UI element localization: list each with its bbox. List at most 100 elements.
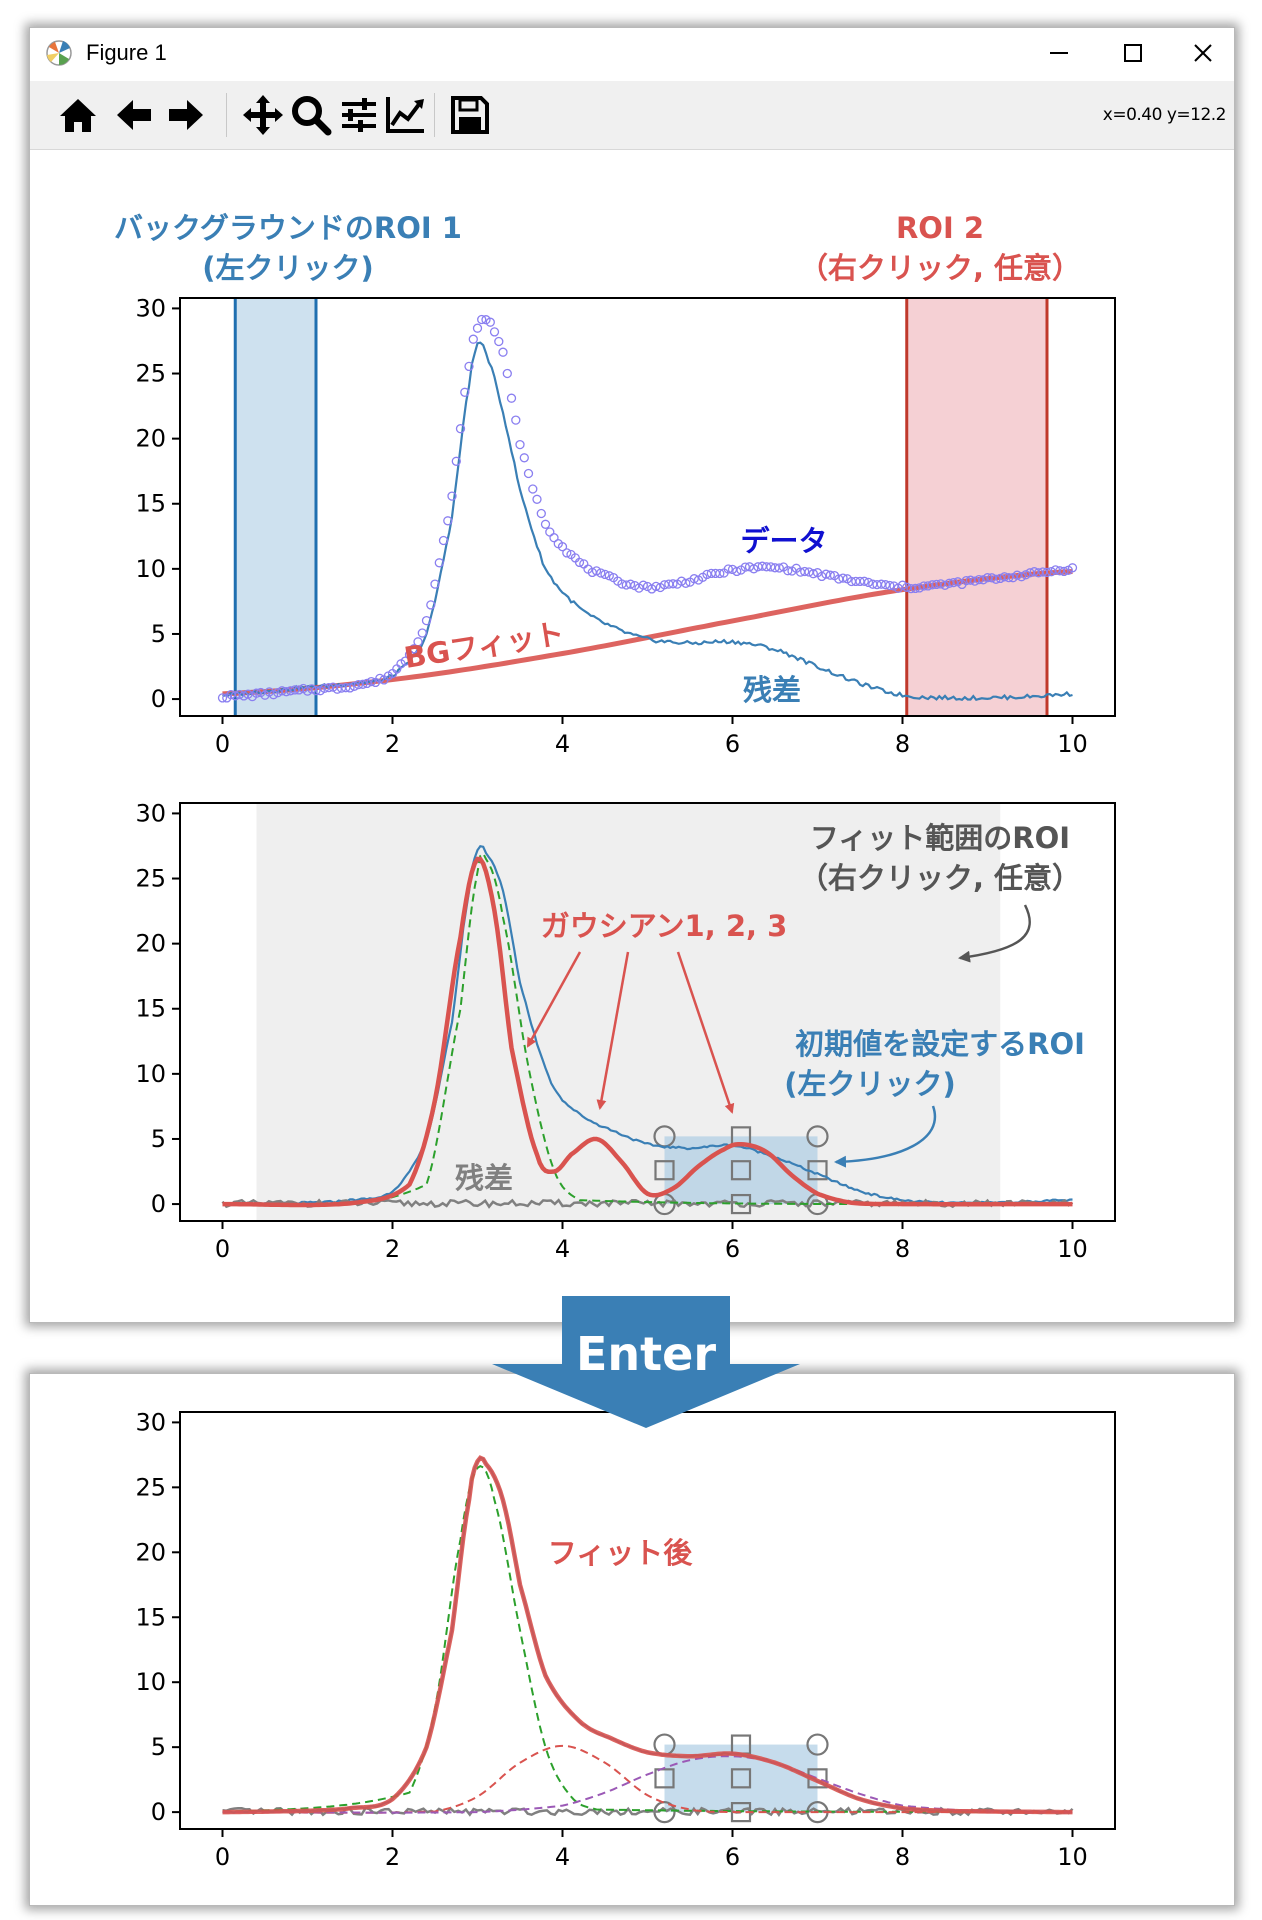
data-point (409, 644, 419, 654)
data-point (1016, 572, 1027, 582)
data-point (358, 679, 368, 689)
y-tick-label: 25 (135, 1473, 166, 1501)
data-point (668, 579, 678, 589)
residual-label: 残差 (743, 673, 801, 707)
data-point (681, 578, 691, 588)
data-point (451, 456, 461, 466)
back-button[interactable] (108, 89, 160, 141)
data-point (991, 574, 1001, 584)
axes-frame (179, 1411, 1116, 1830)
maximize-icon (1124, 44, 1142, 62)
data-point (421, 615, 432, 626)
figure-window-after-fit (29, 1373, 1235, 1906)
window-title: Figure 1 (86, 40, 167, 65)
roi-edge-handle (730, 1160, 752, 1181)
data-point (919, 581, 929, 591)
y-tick-label: 5 (151, 1733, 166, 1761)
pan-button[interactable] (237, 89, 289, 141)
data-point (447, 491, 457, 501)
data-point (332, 684, 342, 694)
data-point (311, 685, 321, 696)
cursor-coordinates: x=0.40 y=12.2 (1102, 105, 1227, 125)
configure-subplots-button[interactable] (333, 89, 385, 141)
data-point (455, 424, 466, 434)
x-tick-label: 4 (555, 1843, 570, 1871)
x-tick-label: 6 (725, 1235, 740, 1263)
data-point (515, 439, 525, 450)
data-point (400, 656, 410, 666)
gaussian-1-line (222, 1464, 1073, 1814)
data-point (353, 679, 364, 690)
minimize-button[interactable] (1034, 34, 1084, 72)
data-point (863, 577, 874, 588)
data-point (545, 527, 555, 537)
data-point (923, 581, 933, 591)
data-point (982, 573, 993, 583)
data-point (413, 637, 423, 647)
y-tick-label: 25 (135, 360, 166, 388)
y-tick-label: 15 (135, 490, 166, 518)
after-fit-label: フィット後 (548, 1536, 693, 1570)
data-point (880, 580, 891, 590)
y-tick-label: 30 (135, 799, 166, 827)
matplotlib-logo-icon (46, 40, 72, 66)
fit-range-band (256, 803, 1001, 1221)
close-button[interactable] (1178, 34, 1228, 72)
x-tick-label: 2 (385, 1843, 400, 1871)
data-point (549, 533, 559, 543)
zoom-icon (292, 96, 332, 136)
roi1-band (235, 298, 316, 716)
data-point (740, 562, 750, 572)
zoom-button[interactable] (285, 89, 337, 141)
y-tick-label: 5 (151, 620, 166, 648)
data-point (426, 600, 436, 610)
data-point (290, 685, 300, 695)
fit-range-arrow (958, 904, 1031, 963)
maximize-button[interactable] (1108, 34, 1158, 72)
data-point (1042, 567, 1052, 578)
y-tick-label: 15 (135, 1603, 166, 1631)
toolbar: x=0.40 y=12.2 (30, 81, 1234, 150)
roi1-label-line1: バックグラウンドのROI 1 (114, 211, 462, 245)
fit-range-roi-label-line2: （右クリック, 任意） (799, 861, 1081, 895)
x-tick-label: 8 (895, 1235, 910, 1263)
edit-axis-icon (386, 97, 424, 133)
data-point (307, 684, 317, 694)
y-tick-label: 20 (135, 1538, 166, 1566)
gaussian-sum-line (222, 856, 1073, 1208)
data-point (375, 673, 385, 684)
data-point (715, 568, 725, 579)
data-point (1050, 565, 1061, 575)
minimize-icon (1050, 52, 1068, 54)
close-icon (1194, 44, 1212, 62)
plot-after-fit: 0 2 4 6 8 10 0 5 10 15 20 25 30 (135, 1408, 1116, 1871)
y-tick-label: 10 (135, 1668, 166, 1696)
back-icon (117, 100, 151, 130)
gaussian-2-line (222, 1744, 1073, 1814)
data-point (800, 566, 810, 577)
roi2-label-line2: （右クリック, 任意） (799, 251, 1081, 285)
save-button[interactable] (444, 89, 496, 141)
fit-sum-line (222, 1455, 1073, 1815)
data-point (434, 558, 444, 568)
data-point (430, 579, 440, 589)
home-button[interactable] (52, 89, 104, 141)
data-point (324, 682, 334, 693)
gaussian-arrow-3 (676, 951, 735, 1114)
edit-axis-button[interactable] (380, 89, 432, 141)
fit-range-roi-label-line1: フィット範囲のROI (810, 821, 1070, 855)
roi2-band (906, 298, 1047, 716)
data-point (366, 676, 376, 687)
roi-edge-handle (654, 1160, 675, 1181)
forward-button[interactable] (160, 89, 212, 141)
data-point (604, 571, 614, 581)
save-icon (451, 96, 489, 134)
data-point (557, 542, 568, 552)
data-point (464, 361, 474, 372)
title-bar: Figure 1 (30, 28, 1234, 78)
data-point (783, 566, 793, 576)
y-tick-label: 0 (151, 1190, 166, 1218)
data-point (821, 569, 831, 579)
data-point (477, 314, 487, 325)
data-point (838, 573, 848, 583)
